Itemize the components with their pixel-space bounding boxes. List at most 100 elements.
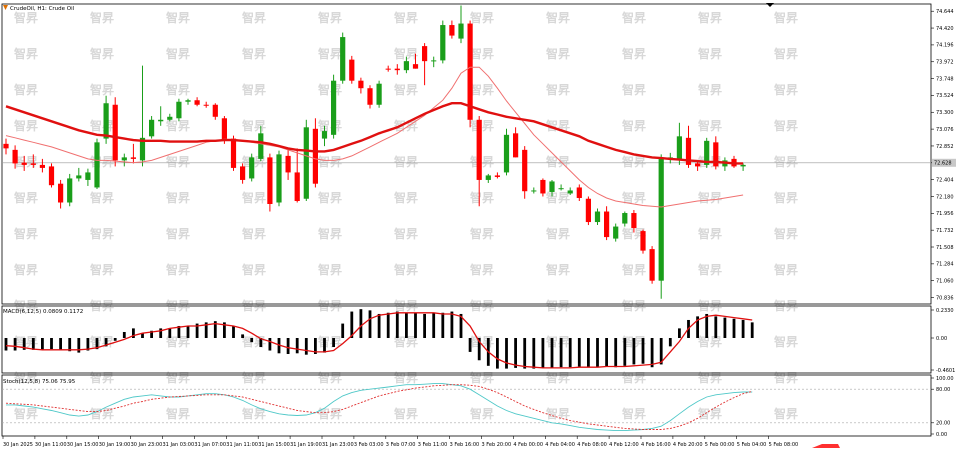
- candle-body: [130, 157, 136, 159]
- candle: [531, 187, 537, 194]
- watermark-text: 智昇: [317, 370, 342, 385]
- watermark-text: 智昇: [469, 334, 494, 349]
- time-tick-label: 31 Jan 15:00: [258, 442, 290, 448]
- time-tick-label: 4 Feb 08:00: [577, 442, 607, 448]
- candle: [704, 137, 710, 168]
- macd-histogram-bar: [13, 338, 17, 351]
- macd-histogram-bar: [377, 313, 381, 338]
- stochastic-pane[interactable]: [2, 383, 931, 432]
- macd-histogram-bar: [104, 338, 108, 347]
- price-pane[interactable]: [3, 5, 746, 299]
- macd-histogram-bar: [614, 338, 618, 368]
- macd-pane-title: MACD(6,12,5) 0.0809 0.1172: [3, 309, 83, 315]
- macd-histogram-bar: [59, 338, 62, 350]
- candle-body: [594, 211, 601, 223]
- candle-body: [503, 134, 510, 173]
- watermark-text: 智昇: [13, 190, 38, 205]
- candle-body: [467, 23, 473, 120]
- candle: [740, 163, 746, 171]
- watermark-text: 智昇: [241, 10, 266, 25]
- macd-histogram-bar: [432, 312, 436, 338]
- watermark-text: 智昇: [393, 262, 418, 277]
- watermark-text: 智昇: [621, 154, 646, 169]
- stoch-tick-label: 80.00: [936, 387, 950, 393]
- candle: [48, 163, 55, 188]
- price-tick-label: 73.748: [936, 76, 954, 82]
- candle-body: [303, 127, 309, 199]
- watermark-text: 智昇: [545, 370, 570, 385]
- macd-histogram-bar: [668, 338, 672, 347]
- macd-histogram-bar: [359, 309, 363, 338]
- candle-body: [522, 149, 528, 192]
- time-tick-label: 5 Feb 04:00: [737, 442, 767, 448]
- macd-histogram-bar: [286, 338, 290, 354]
- candle-body: [485, 175, 491, 180]
- time-tick-label: 30 Jan 15:00: [67, 442, 99, 448]
- watermark-text: 智昇: [13, 46, 38, 61]
- stoch-signal-line: [5, 384, 753, 430]
- candle-body: [604, 211, 610, 238]
- candle-body: [403, 61, 409, 71]
- candle: [149, 116, 155, 139]
- macd-pane-frame: [1, 305, 932, 374]
- macd-signal-line: [5, 312, 753, 369]
- watermark-text: 智昇: [165, 82, 190, 97]
- candle-body: [21, 162, 27, 165]
- time-tick-label: 31 Jan 19:00: [290, 442, 322, 448]
- scroll-marker-icon[interactable]: [812, 444, 840, 448]
- candle: [412, 53, 419, 69]
- macd-pane[interactable]: [4, 309, 754, 369]
- candle-body: [3, 143, 9, 149]
- candle-body: [321, 131, 328, 139]
- watermark-text: 智昇: [545, 334, 570, 349]
- macd-tick-label: 0.00: [936, 336, 947, 342]
- candle: [349, 55, 355, 84]
- candle: [85, 168, 91, 186]
- candle-body: [422, 46, 428, 62]
- macd-histogram-bar: [186, 325, 190, 338]
- watermark-text: 智昇: [545, 154, 570, 169]
- macd-histogram-bar: [304, 338, 308, 355]
- watermark-text: 智昇: [393, 46, 418, 61]
- watermark-text: 智昇: [165, 154, 190, 169]
- macd-histogram-bar: [623, 338, 627, 366]
- macd-histogram-bar: [468, 338, 472, 352]
- macd-histogram-bar: [341, 323, 345, 338]
- candle: [321, 125, 328, 147]
- candle: [76, 167, 82, 182]
- candle: [303, 119, 309, 201]
- candle: [476, 116, 482, 207]
- shift-marker-icon[interactable]: [766, 3, 774, 7]
- watermark-text: 智昇: [13, 82, 38, 97]
- watermark-text: 智昇: [697, 46, 722, 61]
- macd-histogram-bar: [496, 338, 499, 369]
- watermark-text: 智昇: [89, 262, 114, 277]
- time-tick-label: 3 Feb 16:00: [450, 442, 480, 448]
- watermark-text: 智昇: [773, 226, 798, 241]
- candle: [276, 150, 282, 207]
- candle-body: [39, 164, 45, 168]
- watermark-text: 智昇: [165, 406, 190, 421]
- watermark-text: 智昇: [545, 298, 570, 313]
- watermark-text: 智昇: [317, 262, 342, 277]
- watermark-text: 智昇: [545, 46, 570, 61]
- watermark-text: 智昇: [89, 298, 114, 313]
- watermark-text: 智昇: [13, 406, 38, 421]
- time-tick-label: 3 Feb 07:00: [386, 442, 416, 448]
- macd-histogram-bar: [86, 338, 90, 351]
- stoch-pane-title: Stoch(12,5,8) 75.06 75.95: [3, 379, 76, 385]
- time-tick-label: 3 Feb 11:00: [418, 442, 448, 448]
- watermark-text: 智昇: [773, 10, 798, 25]
- stoch-pane-frame: [1, 374, 932, 437]
- candle: [522, 146, 528, 199]
- candle-body: [704, 140, 710, 165]
- macd-histogram-bar: [477, 338, 481, 361]
- macd-histogram-bar: [696, 316, 699, 338]
- watermark-text: 智昇: [469, 10, 494, 25]
- watermark-text: 智昇: [697, 334, 722, 349]
- watermark-text: 智昇: [469, 262, 494, 277]
- candle-body: [340, 37, 346, 81]
- watermark-text: 智昇: [241, 46, 266, 61]
- macd-histogram-bar: [632, 338, 636, 365]
- candle: [576, 184, 582, 201]
